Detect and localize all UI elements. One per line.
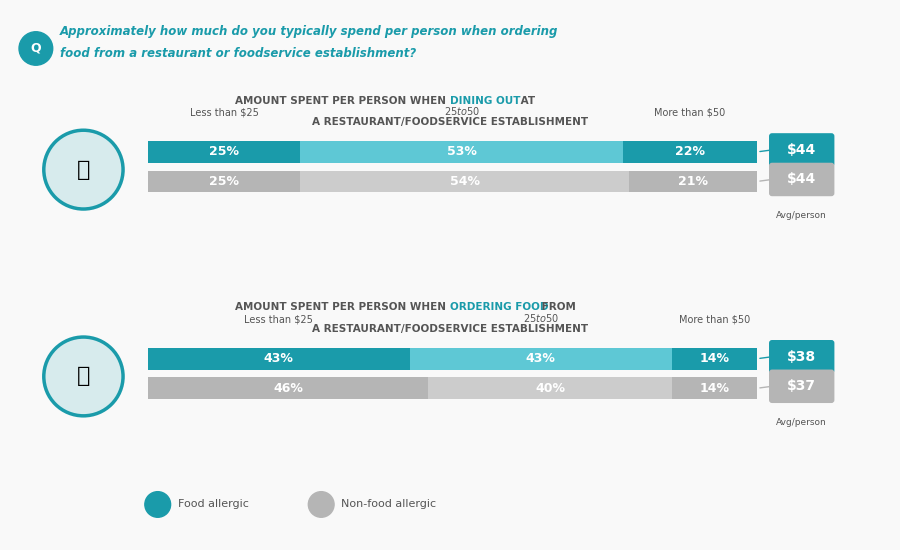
FancyBboxPatch shape <box>769 370 834 403</box>
Text: AT: AT <box>518 96 536 106</box>
Text: 43%: 43% <box>526 352 556 365</box>
Text: $44: $44 <box>788 173 816 186</box>
FancyBboxPatch shape <box>148 348 410 370</box>
Text: 14%: 14% <box>699 352 730 365</box>
FancyBboxPatch shape <box>671 377 757 399</box>
Text: $38: $38 <box>788 350 816 364</box>
Text: A RESTAURANT/FOODSERVICE ESTABLISHMENT: A RESTAURANT/FOODSERVICE ESTABLISHMENT <box>312 117 588 128</box>
Text: A RESTAURANT/FOODSERVICE ESTABLISHMENT: A RESTAURANT/FOODSERVICE ESTABLISHMENT <box>312 324 588 334</box>
Circle shape <box>44 337 123 416</box>
Text: 14%: 14% <box>699 382 730 395</box>
Text: Approximately how much do you typically spend per person when ordering: Approximately how much do you typically … <box>59 25 558 39</box>
FancyBboxPatch shape <box>301 141 623 163</box>
Text: Non-food allergic: Non-food allergic <box>341 499 436 509</box>
Text: 40%: 40% <box>535 382 565 395</box>
Text: FROM: FROM <box>537 302 575 312</box>
Text: food from a restaurant or foodservice establishment?: food from a restaurant or foodservice es… <box>59 47 416 60</box>
Circle shape <box>309 492 334 517</box>
Text: $25 to $50: $25 to $50 <box>523 312 559 324</box>
Text: AMOUNT SPENT PER PERSON WHEN: AMOUNT SPENT PER PERSON WHEN <box>236 302 450 312</box>
Text: Less than $25: Less than $25 <box>190 107 258 117</box>
Text: More than $50: More than $50 <box>654 107 725 117</box>
Circle shape <box>19 32 53 65</box>
Text: 22%: 22% <box>675 145 705 158</box>
Text: $25 to $50: $25 to $50 <box>444 106 480 117</box>
Text: Q: Q <box>31 42 41 55</box>
Text: AMOUNT SPENT PER PERSON WHEN: AMOUNT SPENT PER PERSON WHEN <box>236 96 450 106</box>
Circle shape <box>145 492 171 517</box>
Text: Avg/person: Avg/person <box>777 211 827 220</box>
Text: 43%: 43% <box>264 352 293 365</box>
Text: More than $50: More than $50 <box>679 314 750 324</box>
FancyBboxPatch shape <box>769 163 834 196</box>
Text: DINING OUT: DINING OUT <box>450 96 520 106</box>
FancyBboxPatch shape <box>671 348 757 370</box>
FancyBboxPatch shape <box>623 141 757 163</box>
Text: 🥡: 🥡 <box>76 366 90 387</box>
Text: 25%: 25% <box>209 175 239 188</box>
FancyBboxPatch shape <box>769 133 834 167</box>
Text: 25%: 25% <box>209 145 239 158</box>
FancyBboxPatch shape <box>148 377 428 399</box>
Text: $37: $37 <box>788 379 816 393</box>
Circle shape <box>44 130 123 209</box>
FancyBboxPatch shape <box>428 377 671 399</box>
Text: Avg/person: Avg/person <box>777 418 827 427</box>
Text: 54%: 54% <box>450 175 480 188</box>
FancyBboxPatch shape <box>301 170 629 192</box>
Text: $44: $44 <box>788 143 816 157</box>
Text: Less than $25: Less than $25 <box>245 314 313 324</box>
FancyBboxPatch shape <box>148 170 301 192</box>
FancyBboxPatch shape <box>148 141 301 163</box>
Text: Food allergic: Food allergic <box>177 499 248 509</box>
Text: 21%: 21% <box>679 175 708 188</box>
FancyBboxPatch shape <box>629 170 757 192</box>
FancyBboxPatch shape <box>410 348 671 370</box>
Text: 🍽: 🍽 <box>76 160 90 180</box>
Text: 46%: 46% <box>273 382 303 395</box>
Text: ORDERING FOOD: ORDERING FOOD <box>450 302 548 312</box>
FancyBboxPatch shape <box>769 340 834 373</box>
Text: 53%: 53% <box>446 145 477 158</box>
